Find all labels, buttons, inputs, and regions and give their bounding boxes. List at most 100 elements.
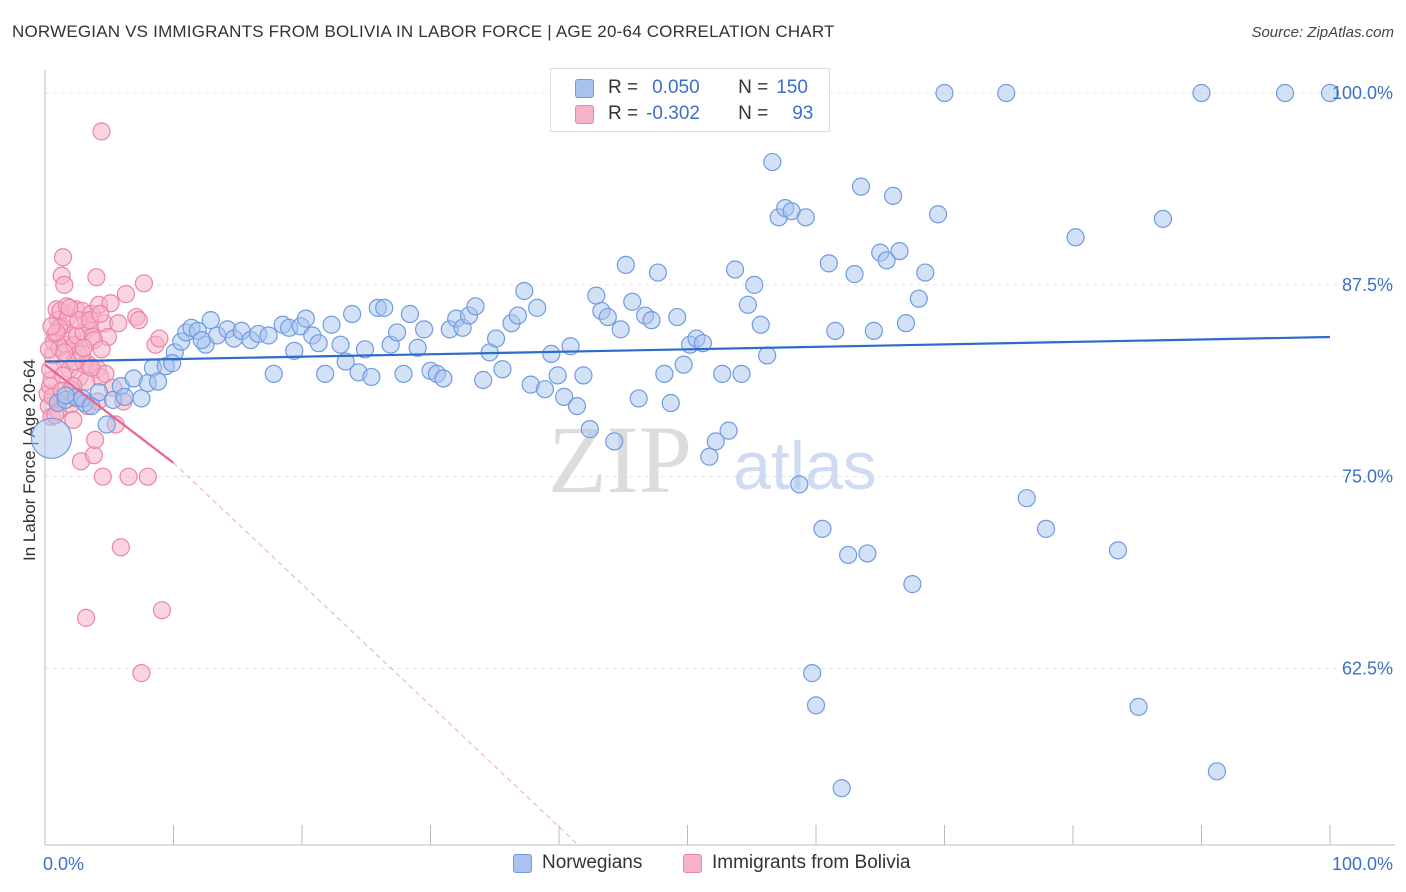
norwegian-point xyxy=(700,447,719,466)
norwegian-point xyxy=(813,519,832,538)
norwegian-point xyxy=(89,383,109,402)
norwegian-point xyxy=(903,575,922,594)
x-tick-label: 100.0% xyxy=(1332,854,1393,874)
legend-r-value-1: 0.050 xyxy=(652,77,700,98)
norwegian-point xyxy=(642,311,661,330)
trend-lines xyxy=(44,335,1331,846)
bolivia-point xyxy=(53,248,73,267)
bolivia-point xyxy=(92,340,111,359)
x-tick-label: 0.0% xyxy=(43,854,84,874)
norwegian-point xyxy=(567,396,587,416)
legend-item-norwegians[interactable]: Norwegians xyxy=(513,852,642,874)
norwegian-point xyxy=(434,369,453,388)
bolivia-point xyxy=(55,343,74,362)
bolivia-point xyxy=(132,664,151,683)
legend-r-label-2: R = xyxy=(608,103,639,124)
norwegian-point xyxy=(192,330,211,350)
norwegian-point xyxy=(555,387,574,406)
norwegian-point xyxy=(997,83,1016,103)
y-tick-label: 100.0% xyxy=(1332,83,1393,103)
bolivia-point xyxy=(119,467,138,486)
norwegian-point xyxy=(115,387,134,406)
norwegian-point xyxy=(355,340,375,359)
norwegian-point xyxy=(877,251,896,270)
norwegian-point xyxy=(611,320,630,339)
bolivia-point xyxy=(55,275,74,294)
norwegian-point xyxy=(1036,519,1056,538)
norwegian-point xyxy=(343,304,362,324)
legend-item-bolivia[interactable]: Immigrants from Bolivia xyxy=(683,852,911,874)
bolivia-point xyxy=(64,410,83,430)
norwegian-point xyxy=(548,366,567,385)
norwegian-point xyxy=(623,292,642,311)
bolivia-point xyxy=(91,304,110,324)
norwegian-point xyxy=(598,307,617,327)
norwegian-point xyxy=(668,307,687,327)
legend-n-label-2: N = xyxy=(738,103,769,124)
norwegian-point xyxy=(542,344,561,364)
bolivia-point xyxy=(109,314,128,333)
norwegian-point xyxy=(387,323,407,342)
legend-row-norwegians: R = 0.050 N = 150 xyxy=(551,76,808,100)
bolivia-point xyxy=(93,467,112,486)
bolivia-point xyxy=(116,284,136,304)
norwegian-point xyxy=(515,281,534,301)
legend-swatch-norwegians xyxy=(513,853,532,873)
norwegian-point xyxy=(732,364,751,383)
watermark-zip: ZIP xyxy=(548,406,692,513)
norwegian-point xyxy=(148,372,168,391)
bolivia-point xyxy=(74,338,93,357)
norwegian-point xyxy=(587,286,606,305)
norwegian-point xyxy=(486,329,506,348)
norwegian-point xyxy=(296,309,315,328)
norwegian-point xyxy=(839,545,858,565)
legend-swatch-blue xyxy=(575,78,594,98)
bolivia-point xyxy=(152,601,172,620)
norwegian-point xyxy=(580,420,599,439)
correlation-legend: R = 0.050 N = 150 R = -0.302 N = 93 xyxy=(550,68,830,132)
norwegian-point xyxy=(806,696,826,715)
norwegian-point xyxy=(466,297,485,316)
norwegian-point xyxy=(1275,83,1295,103)
norwegian-point xyxy=(745,275,764,294)
norwegian-point xyxy=(394,364,413,383)
norwegian-point xyxy=(763,152,782,172)
norwegian-point xyxy=(758,346,777,365)
legend-r-value-2: -0.302 xyxy=(646,103,700,124)
norwegian-point xyxy=(845,265,864,284)
norwegian-point xyxy=(655,364,674,383)
norwegian-point xyxy=(725,260,745,279)
norwegian-point xyxy=(1129,697,1148,716)
watermark-atlas: atlas xyxy=(733,428,877,504)
norwegian-point xyxy=(605,432,624,451)
norwegian-point xyxy=(400,304,420,324)
norwegian-point xyxy=(1153,209,1173,228)
norwegian-point xyxy=(832,779,851,798)
bolivia-point xyxy=(138,467,157,486)
norwegian-point xyxy=(1066,228,1085,247)
norwegian-point xyxy=(285,341,304,360)
norwegian-point xyxy=(316,364,335,383)
norwegian-point xyxy=(713,364,732,383)
bolivia-point xyxy=(150,329,169,348)
norwegian-point xyxy=(362,367,381,387)
norwegian-point xyxy=(890,241,909,261)
norwegian-point xyxy=(336,352,355,371)
legend-r-label-1: R = xyxy=(608,77,639,98)
norwegian-point xyxy=(259,326,278,345)
norwegian-point xyxy=(1017,489,1036,508)
norwegian-point xyxy=(916,263,935,282)
norwegian-point xyxy=(56,386,75,405)
norwegian-point xyxy=(693,334,713,353)
bolivia-point xyxy=(92,122,111,141)
source-label: Source: ZipAtlas.com xyxy=(1251,24,1394,41)
norwegian-point xyxy=(629,389,648,408)
y-tick-label: 62.5% xyxy=(1342,659,1393,679)
legend-label-bolivia: Immigrants from Bolivia xyxy=(712,852,911,873)
norwegian-point xyxy=(97,415,116,434)
norwegian-point xyxy=(132,389,151,408)
norwegian-point xyxy=(883,186,903,205)
norwegian-point xyxy=(648,263,668,282)
bolivia-trend-line xyxy=(44,363,175,464)
norwegian-point xyxy=(528,298,547,317)
